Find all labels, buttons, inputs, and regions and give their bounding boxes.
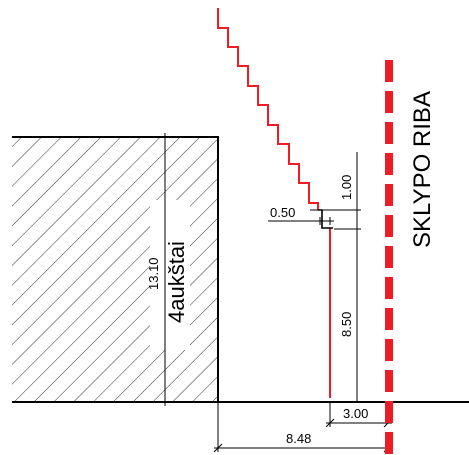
offset-label: 3.00 — [343, 406, 368, 421]
total-distance-label: 8.48 — [286, 431, 311, 446]
dim-tick — [325, 418, 335, 428]
step-width-label: 0.50 — [270, 205, 295, 220]
step-height-label: 1.00 — [339, 175, 354, 200]
building-height-label: 13.10 — [146, 257, 161, 290]
building-dim-mask — [150, 200, 190, 350]
building-outline — [12, 136, 219, 402]
building-floors-label: 4aukštai — [164, 241, 189, 323]
plot-boundary-label: SKLYPO RIBA — [409, 91, 436, 248]
wall-height-label: 8.50 — [339, 312, 354, 337]
angle-limit-staircase — [217, 8, 319, 210]
dim-tick — [213, 443, 223, 453]
